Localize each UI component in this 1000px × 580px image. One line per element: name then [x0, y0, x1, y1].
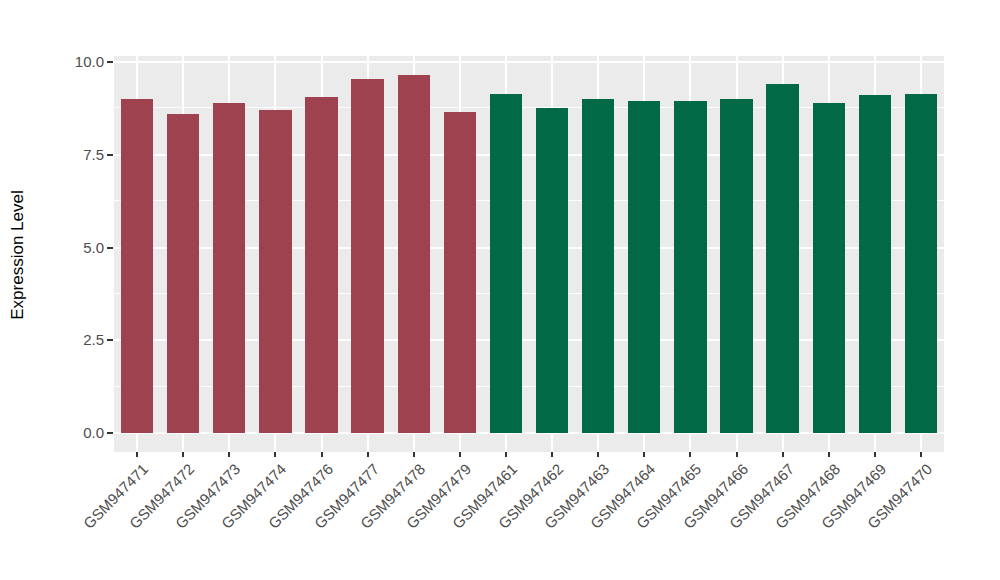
x-tick-mark — [459, 452, 461, 457]
bar-GSM947472 — [167, 114, 199, 433]
bar-GSM947476 — [305, 97, 337, 433]
bar-GSM947471 — [121, 99, 153, 433]
bar-GSM947462 — [536, 108, 568, 433]
x-tick-mark — [828, 452, 830, 457]
y-tick-label: 2.5 — [0, 331, 104, 349]
bar-GSM947474 — [259, 110, 291, 433]
bar-GSM947477 — [351, 79, 383, 433]
y-tick-label: 0.0 — [0, 424, 104, 442]
x-tick-mark — [920, 452, 922, 457]
bar-GSM947464 — [628, 101, 660, 433]
bar-GSM947473 — [213, 103, 245, 433]
bar-GSM947470 — [905, 94, 937, 433]
y-tick-mark — [107, 61, 113, 63]
bar-GSM947461 — [490, 94, 522, 433]
bar-GSM947463 — [582, 99, 614, 433]
y-tick-mark — [107, 432, 113, 434]
x-tick-mark — [321, 452, 323, 457]
bar-GSM947466 — [720, 99, 752, 433]
x-tick-mark — [874, 452, 876, 457]
x-tick-mark — [505, 452, 507, 457]
bar-GSM947468 — [813, 103, 845, 433]
x-tick-mark — [228, 452, 230, 457]
x-tick-mark — [182, 452, 184, 457]
bar-GSM947469 — [859, 95, 891, 433]
y-tick-mark — [107, 247, 113, 249]
y-tick-mark — [107, 154, 113, 156]
gridline-horizontal-major — [114, 61, 944, 63]
plot-panel — [114, 56, 944, 452]
x-tick-mark — [782, 452, 784, 457]
x-tick-mark — [136, 452, 138, 457]
bar-GSM947478 — [398, 75, 430, 433]
x-tick-mark — [367, 452, 369, 457]
x-tick-mark — [413, 452, 415, 457]
x-tick-mark — [689, 452, 691, 457]
x-tick-mark — [736, 452, 738, 457]
bar-GSM947467 — [766, 84, 798, 433]
y-tick-label: 10.0 — [0, 53, 104, 71]
bar-GSM947465 — [674, 101, 706, 433]
x-tick-mark — [643, 452, 645, 457]
y-tick-label: 7.5 — [0, 146, 104, 164]
expression-bar-chart: Expression Level 0.02.55.07.510.0 GSM947… — [0, 0, 1000, 580]
x-tick-mark — [274, 452, 276, 457]
x-tick-mark — [551, 452, 553, 457]
y-tick-label: 5.0 — [0, 239, 104, 257]
y-tick-mark — [107, 339, 113, 341]
bar-GSM947479 — [444, 112, 476, 433]
x-tick-mark — [597, 452, 599, 457]
